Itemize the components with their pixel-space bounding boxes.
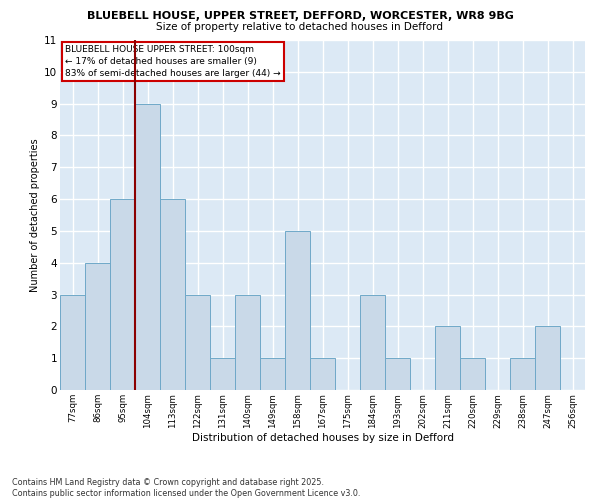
Bar xyxy=(535,326,560,390)
Bar xyxy=(60,294,85,390)
Text: Contains HM Land Registry data © Crown copyright and database right 2025.
Contai: Contains HM Land Registry data © Crown c… xyxy=(12,478,361,498)
Y-axis label: Number of detached properties: Number of detached properties xyxy=(30,138,40,292)
Bar xyxy=(110,199,135,390)
Text: Size of property relative to detached houses in Defford: Size of property relative to detached ho… xyxy=(157,22,443,32)
Bar xyxy=(160,199,185,390)
X-axis label: Distribution of detached houses by size in Defford: Distribution of detached houses by size … xyxy=(191,433,454,443)
Bar xyxy=(460,358,485,390)
Text: BLUEBELL HOUSE UPPER STREET: 100sqm
← 17% of detached houses are smaller (9)
83%: BLUEBELL HOUSE UPPER STREET: 100sqm ← 17… xyxy=(65,46,281,78)
Bar xyxy=(310,358,335,390)
Bar xyxy=(135,104,160,390)
Bar xyxy=(360,294,385,390)
Bar xyxy=(510,358,535,390)
Bar xyxy=(85,262,110,390)
Bar xyxy=(435,326,460,390)
Bar xyxy=(210,358,235,390)
Bar xyxy=(235,294,260,390)
Bar xyxy=(385,358,410,390)
Bar xyxy=(260,358,285,390)
Text: BLUEBELL HOUSE, UPPER STREET, DEFFORD, WORCESTER, WR8 9BG: BLUEBELL HOUSE, UPPER STREET, DEFFORD, W… xyxy=(86,11,514,21)
Bar xyxy=(285,231,310,390)
Bar xyxy=(185,294,210,390)
